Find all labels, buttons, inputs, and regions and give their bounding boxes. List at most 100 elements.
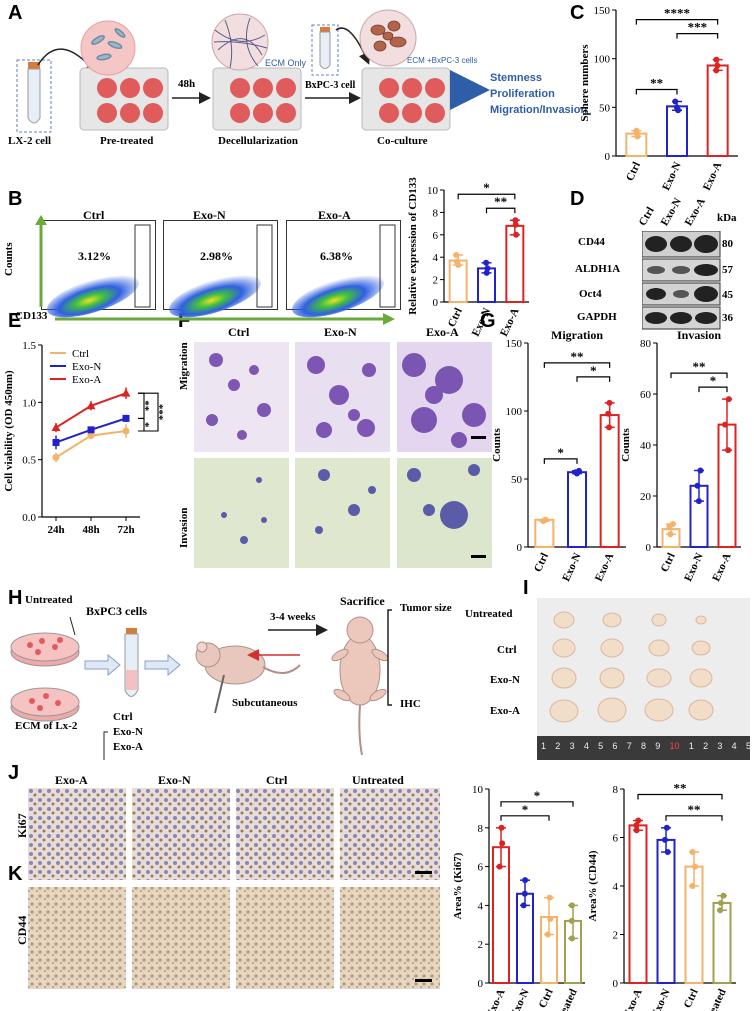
- panel-h-schematic: [0, 595, 520, 760]
- data-point: [606, 400, 612, 406]
- bar-exo-a: [708, 65, 728, 156]
- point: [122, 389, 131, 397]
- y-tick-label: 1.5: [22, 340, 36, 352]
- data-point: [662, 837, 668, 843]
- data-point: [576, 468, 582, 474]
- data-point: [718, 900, 724, 906]
- data-point: [690, 849, 696, 855]
- ruler-labels: 1 2 3 4 5 6 7 8 9 10 1 2 3 4 5: [541, 741, 751, 751]
- data-point: [522, 877, 528, 883]
- h-tumor: Tumor size: [400, 602, 452, 614]
- data-point: [499, 840, 505, 846]
- data-point: [670, 521, 676, 527]
- ruler-tick: 5: [746, 741, 751, 751]
- x-tick-label: Exo-A: [710, 551, 734, 583]
- legend-label: Ctrl: [72, 348, 89, 360]
- y-tick-label: 0: [433, 297, 439, 309]
- y-tick-label: 150: [506, 338, 523, 350]
- x-tick-label: 72h: [117, 524, 134, 536]
- y-tick-label: 2: [433, 275, 439, 287]
- data-point: [522, 891, 528, 897]
- chart-e: 0.00.51.01.524h 48h 72hCell viability (OD …: [3, 340, 169, 536]
- ruler-tick: 6: [612, 741, 617, 751]
- sig-label: *: [710, 373, 717, 388]
- y-tick-label: 4: [478, 900, 484, 912]
- x-tick-label: 24h: [47, 524, 64, 536]
- sig-label: *: [143, 421, 155, 427]
- bar-untreated: [714, 903, 731, 983]
- data-point: [454, 259, 460, 265]
- data-point: [569, 935, 575, 941]
- data-point: [499, 825, 505, 831]
- point: [123, 415, 130, 422]
- x-tick-label: Ctrl: [532, 551, 551, 574]
- data-point: [513, 222, 519, 228]
- ihc-ki67-untreated: [340, 788, 440, 880]
- x-tick-label: Exo-N: [470, 306, 494, 338]
- ruler-tick: 1: [689, 741, 694, 751]
- y-tick-label: 4: [433, 252, 439, 264]
- legend-label: Exo-A: [72, 374, 101, 386]
- h-ihc: IHC: [400, 698, 421, 710]
- ruler-tick: 3: [570, 741, 575, 751]
- y-tick-label: 0: [646, 542, 652, 554]
- y-tick-label: 0.0: [22, 512, 36, 524]
- bar-exo-a: [630, 825, 647, 983]
- sig-label: **: [650, 75, 663, 90]
- ruler-tick: 4: [584, 741, 589, 751]
- y-tick-label: 8: [478, 823, 484, 835]
- y-tick-label: 6: [478, 862, 484, 874]
- chart-title: Migration: [551, 328, 603, 342]
- sig-label: *: [590, 363, 597, 378]
- data-point: [696, 498, 702, 504]
- sig-label: ***: [688, 20, 708, 35]
- sig-label: *: [522, 802, 529, 817]
- jk-col-exoa: Exo-A: [55, 773, 88, 788]
- y-tick-label: 50: [511, 474, 523, 486]
- data-point: [717, 907, 723, 913]
- data-point: [674, 104, 680, 110]
- y-axis-label: Counts: [491, 427, 503, 461]
- y-tick-label: 0: [605, 151, 611, 163]
- ruler-tick: 8: [641, 741, 646, 751]
- sig-label: **: [494, 194, 507, 209]
- chart-title: Invasion: [677, 328, 721, 342]
- data-point: [483, 260, 489, 266]
- y-tick-label: 0: [478, 978, 484, 990]
- data-point: [453, 252, 459, 258]
- y-tick-label: 0: [517, 542, 523, 554]
- sig-label: **: [571, 349, 584, 364]
- y-tick-label: 0: [613, 978, 619, 990]
- sig-label: **: [143, 400, 155, 412]
- y-tick-label: 80: [640, 338, 652, 350]
- sacrificed-mouse-icon: [330, 617, 390, 705]
- data-point: [569, 902, 575, 908]
- jk-col-exon: Exo-N: [158, 773, 191, 788]
- y-axis-label: Sphere numbers: [579, 44, 591, 122]
- data-point: [547, 895, 553, 901]
- point: [53, 454, 60, 461]
- point: [53, 439, 60, 446]
- data-point: [713, 57, 719, 63]
- y-tick-label: 1.0: [22, 397, 36, 409]
- y-tick-label: 4: [613, 881, 619, 893]
- data-point: [542, 517, 548, 523]
- data-point: [689, 883, 695, 889]
- x-tick-label: 48h: [82, 524, 99, 536]
- data-point: [484, 265, 490, 271]
- x-tick-label: Ctrl: [624, 160, 643, 183]
- data-point: [672, 98, 678, 104]
- x-tick-label: Ctrl: [446, 306, 465, 329]
- h-subcut: Subcutaneous: [232, 697, 297, 709]
- data-point: [606, 424, 612, 430]
- sig-label: ****: [664, 6, 690, 21]
- x-tick-label: Exo-A: [593, 551, 617, 583]
- point: [88, 426, 95, 433]
- sig-label: **: [688, 802, 701, 817]
- data-point: [697, 468, 703, 474]
- x-tick-label: Ctrl: [682, 987, 701, 1010]
- bar-exo-a: [601, 415, 619, 547]
- y-axis-label: Relative expression of CD133: [407, 177, 419, 315]
- jk-col-ctrl: Ctrl: [266, 773, 287, 788]
- y-tick-label: 8: [613, 784, 619, 796]
